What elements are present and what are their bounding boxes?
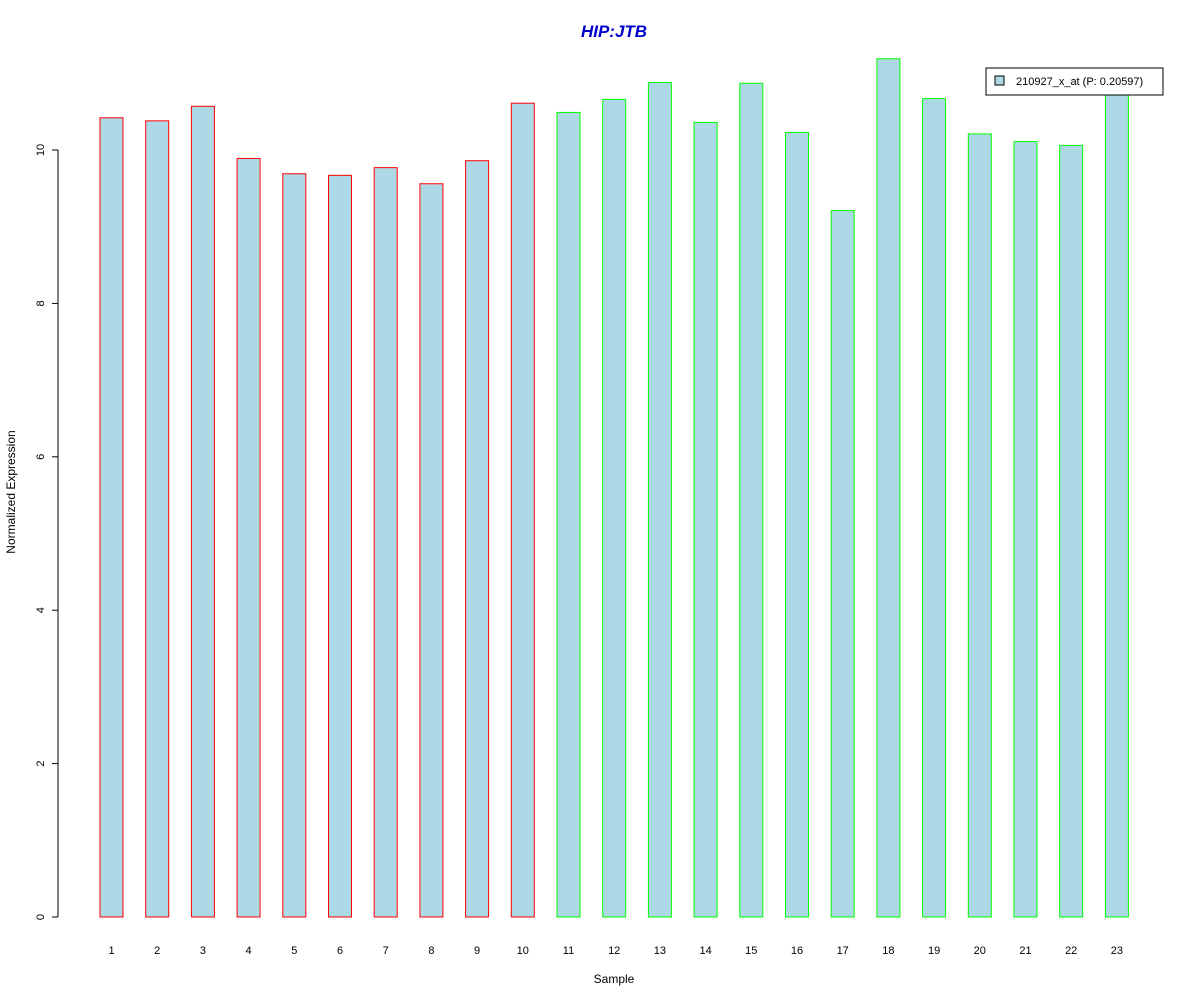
bar-sample-11	[556, 111, 581, 918]
y-tick-label: 2	[35, 761, 47, 767]
bar-sample-15	[739, 82, 764, 918]
bar-sample-1	[99, 117, 124, 918]
y-tick-label: 4	[35, 607, 47, 613]
bar-sample-21	[1013, 141, 1038, 918]
x-tick-label: 15	[745, 945, 757, 957]
x-tick-label: 22	[1065, 945, 1077, 957]
x-tick-label: 10	[517, 945, 529, 957]
x-tick-label: 16	[791, 945, 803, 957]
bar-sample-13	[647, 82, 672, 918]
bar-sample-8	[419, 183, 444, 918]
x-tick-label: 8	[428, 945, 434, 957]
y-axis-label: Normalized Expression	[4, 430, 18, 553]
bar-sample-9	[465, 160, 490, 918]
y-tick-label: 6	[35, 454, 47, 460]
bar-sample-6	[328, 174, 352, 918]
x-tick-label: 14	[699, 945, 711, 957]
x-tick-label: 23	[1111, 945, 1123, 957]
y-tick-label: 0	[35, 914, 47, 920]
y-axis: 0 2 4 6 8 10	[35, 144, 59, 920]
x-tick-label: 21	[1019, 945, 1031, 957]
x-tick-labels: 1 2 3 4 5 6 7 8 9 10 11 12 13 14 15 16 17 18 19 20 21 22 23	[108, 945, 1123, 957]
x-tick-label: 9	[474, 945, 480, 957]
bar-sample-5	[282, 173, 307, 918]
bar-sample-16	[785, 131, 809, 918]
x-tick-label: 13	[654, 945, 666, 957]
x-axis-label: Sample	[594, 972, 635, 986]
bar-sample-20	[967, 133, 992, 918]
x-tick-label: 17	[837, 945, 849, 957]
bar-sample-4	[236, 157, 261, 918]
bar-sample-18	[876, 58, 901, 918]
bar-sample-19	[922, 98, 947, 918]
y-tick-label: 8	[35, 300, 47, 306]
bar-sample-7	[373, 167, 398, 918]
bars-group	[99, 58, 1129, 918]
x-tick-label: 2	[154, 945, 160, 957]
x-tick-label: 11	[563, 945, 574, 957]
bar-sample-22	[1059, 144, 1084, 918]
bar-sample-14	[693, 121, 718, 918]
x-tick-label: 20	[974, 945, 986, 957]
bar-sample-12	[602, 98, 627, 918]
x-tick-label: 7	[383, 945, 389, 957]
x-tick-label: 18	[882, 945, 894, 957]
x-tick-label: 5	[291, 945, 297, 957]
bar-sample-3	[190, 105, 215, 918]
x-tick-label: 4	[246, 945, 252, 957]
legend: 210927_x_at (P: 0.20597)	[985, 67, 1164, 96]
bar-sample-10	[510, 102, 535, 918]
legend-label: 210927_x_at (P: 0.20597)	[1016, 76, 1143, 88]
chart-title: HIP:JTB	[581, 22, 647, 41]
legend-swatch	[994, 75, 1005, 86]
x-tick-label: 6	[337, 945, 343, 957]
x-tick-label: 3	[200, 945, 206, 957]
bar-sample-23	[1104, 89, 1129, 918]
y-tick-label: 10	[35, 144, 47, 156]
x-tick-label: 12	[608, 945, 620, 957]
bar-sample-17	[830, 210, 855, 918]
x-tick-label: 19	[928, 945, 940, 957]
legend-box	[985, 67, 1164, 96]
bar-sample-2	[145, 120, 170, 918]
x-tick-label: 1	[108, 945, 114, 957]
